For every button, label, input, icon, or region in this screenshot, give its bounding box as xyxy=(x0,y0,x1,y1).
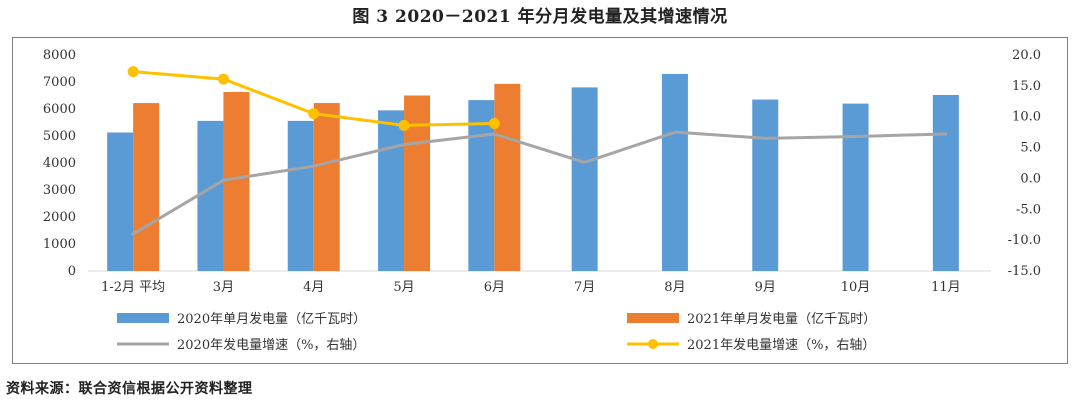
legend-item: 2021年发电量增速（%，右轴） xyxy=(627,337,875,353)
x-category-label: 8月 xyxy=(664,280,685,295)
y-right-tick-label: -15.0 xyxy=(1008,264,1041,279)
y-left-tick-label: 7000 xyxy=(43,75,76,90)
legend-item: 2020年发电量增速（%，右轴） xyxy=(117,337,365,353)
y-left-tick-label: 0 xyxy=(68,264,76,279)
x-category-label: 1-2月 平均 xyxy=(101,280,165,295)
bar-2020 xyxy=(571,87,598,272)
x-category-label: 6月 xyxy=(484,280,505,295)
y-right-tick-label: 0.0 xyxy=(1020,171,1041,186)
bar-2020 xyxy=(468,100,495,271)
legend-item: 2021年单月发电量（亿千瓦时） xyxy=(627,311,876,327)
bar-2020 xyxy=(378,110,405,271)
bar-2020 xyxy=(107,132,134,271)
legend-label: 2020年单月发电量（亿千瓦时） xyxy=(177,311,366,327)
line-2021-point xyxy=(217,73,229,85)
y-right-tick-label: 5.0 xyxy=(1020,141,1041,156)
legend-item: 2020年单月发电量（亿千瓦时） xyxy=(117,311,366,327)
legend-label: 2021年单月发电量（亿千瓦时） xyxy=(687,311,876,327)
line-2021-point xyxy=(127,66,139,78)
y-left-tick-label: 5000 xyxy=(43,129,76,144)
legend-layer: 2020年单月发电量（亿千瓦时） 2021年单月发电量（亿千瓦时） 2020年发电量… xyxy=(117,311,876,353)
y-right-tick-label: 15.0 xyxy=(1012,79,1041,94)
y-left-tick-label: 2000 xyxy=(43,210,76,225)
y-right-tick-label: 20.0 xyxy=(1012,48,1041,63)
x-category-label: 5月 xyxy=(393,280,414,295)
y-left-tick-label: 3000 xyxy=(43,183,76,198)
y-right-tick-label: 10.0 xyxy=(1012,110,1041,125)
y-left-tick-label: 4000 xyxy=(43,156,76,171)
chart-frame: 0 1000 2000 3000 4000 5000 6000 7000 8000 -15.0 -1… xyxy=(12,37,1068,364)
line-2021-point xyxy=(488,118,500,130)
y-right-tick-label: -10.0 xyxy=(1008,233,1041,248)
figure-title: 图 3 2020－2021 年分月发电量及其增速情况 xyxy=(352,7,728,27)
bar-2020 xyxy=(287,120,314,271)
bar-2021 xyxy=(313,103,340,271)
legend-label: 2021年发电量增速（%，右轴） xyxy=(687,337,875,353)
line-2020-growth xyxy=(131,130,948,236)
chart-svg: 0 1000 2000 3000 4000 5000 6000 7000 8000 -15.0 -1… xyxy=(43,48,1041,353)
x-category-label: 4月 xyxy=(303,280,324,295)
bar-2021 xyxy=(494,83,521,271)
source-note: 资料来源：联合资信根据公开资料整理 xyxy=(6,381,253,397)
legend-swatch xyxy=(117,313,169,323)
bar-2020 xyxy=(661,73,688,272)
y-left-tick-label: 6000 xyxy=(43,102,76,117)
bar-2020 xyxy=(752,99,779,271)
bar-2020 xyxy=(932,94,959,272)
y-left-tick-label: 1000 xyxy=(43,237,76,252)
x-category-label: 9月 xyxy=(755,280,776,295)
bar-2021 xyxy=(223,91,250,271)
y-right-tick-label: -5.0 xyxy=(1016,202,1041,217)
lines-layer xyxy=(127,66,948,236)
x-category-label: 11月 xyxy=(931,280,961,295)
bar-2020 xyxy=(842,103,869,271)
bar-2020 xyxy=(197,120,224,271)
bar-2021 xyxy=(133,103,160,271)
ticks-layer: 0 1000 2000 3000 4000 5000 6000 7000 8000 -15.0 -1… xyxy=(43,48,1041,295)
x-category-label: 3月 xyxy=(213,280,234,295)
legend-swatch xyxy=(627,313,679,323)
line-2021-point xyxy=(308,108,320,120)
legend-label: 2020年发电量增速（%，右轴） xyxy=(177,337,365,353)
legend-marker xyxy=(648,339,658,349)
x-category-label: 10月 xyxy=(841,280,871,295)
x-category-label: 7月 xyxy=(574,280,595,295)
line-2021-point xyxy=(398,119,410,131)
bars-layer xyxy=(107,73,959,272)
y-left-tick-label: 8000 xyxy=(43,48,76,63)
